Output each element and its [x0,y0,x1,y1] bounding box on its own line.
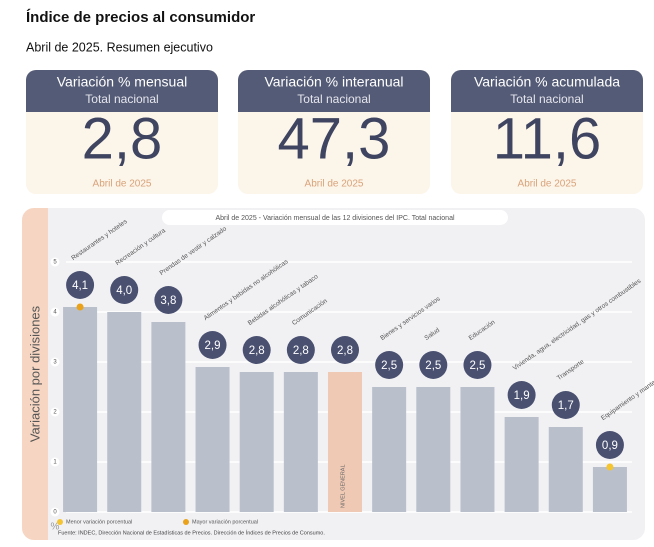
value-label: 2,8 [249,345,265,357]
value-badge [66,271,95,299]
bar [328,372,362,512]
category-label: NIVEL GENERAL [340,464,346,508]
value-label: 2,5 [469,360,485,372]
title: Índice de precios al consumidor [26,9,255,26]
min-marker [606,463,614,471]
value-label: 2,9 [205,340,221,352]
y-axis-label: Variación por divisiones [27,305,42,442]
value-badge [242,336,271,364]
card-date: Abril de 2025 [305,179,364,190]
card-header [238,70,430,112]
y-tick-label: 3 [53,360,57,366]
card-title: Variación % mensual [57,74,187,90]
bar [504,417,539,512]
bar [592,467,627,512]
card-date: Abril de 2025 [518,179,577,190]
card-value: 11,6 [493,106,602,171]
subtitle: Abril de 2025. Resumen ejecutivo [26,40,213,54]
bar [195,367,230,512]
value-badge [110,276,139,304]
value-label: 4,1 [72,280,88,292]
y-tick-label: 2 [53,410,57,416]
y-tick-label: 5 [53,260,57,266]
y-tick-dot [50,457,60,467]
value-badge [375,351,404,379]
chart-title-pill [162,210,508,225]
bar [283,372,318,512]
legend-swatch [183,519,189,525]
bar [107,312,142,512]
value-label: 2,8 [293,345,309,357]
value-badge [419,351,448,379]
bar [372,387,407,512]
bar [239,372,274,512]
max-marker [76,303,84,311]
chart-title: Abril de 2025 - Variación mensual de las… [215,215,454,222]
card-header [451,70,643,112]
value-label: 0,9 [602,440,618,452]
y-unit: % [51,522,60,533]
value-badge [331,336,359,364]
value-badge [551,391,580,419]
y-tick-dot [50,507,60,517]
source: Fuente: INDEC, Dirección Nacional de Est… [58,529,325,536]
value-label: 3,8 [160,295,176,307]
card-header [26,70,218,112]
y-tick-dot [50,307,60,317]
y-strip [22,208,48,540]
y-tick-dot [50,257,60,267]
card-subtitle: Total nacional [85,92,158,106]
bar [460,387,495,512]
card-title: Variación % acumulada [474,74,620,90]
y-tick-dot [50,407,60,417]
bar [548,427,583,512]
value-badge [507,381,536,409]
card-title: Variación % interanual [264,74,403,90]
card-subtitle: Total nacional [510,92,583,106]
value-label: 2,5 [425,360,441,372]
value-label: 1,7 [558,400,574,412]
value-badge [154,286,183,314]
y-tick-label: 4 [53,310,57,316]
value-label: 2,5 [381,360,397,372]
y-tick-dot [50,357,60,367]
bar [63,307,98,512]
y-tick-label: 0 [53,510,57,516]
value-label: 2,8 [337,345,353,357]
legend-label: Mayor variación porcentual [192,519,258,525]
bar [416,387,451,512]
card-value: 2,8 [82,106,163,171]
y-tick-label: 1 [53,460,57,466]
value-badge [198,331,227,359]
value-badge [463,351,492,379]
card-date: Abril de 2025 [93,179,152,190]
value-badge [286,336,315,364]
value-badge [595,431,624,459]
value-label: 4,0 [116,285,132,297]
bar [151,322,186,512]
card-subtitle: Total nacional [297,92,370,106]
value-label: 1,9 [514,390,530,402]
legend-swatch [57,519,63,525]
card-value: 47,3 [278,106,391,171]
legend-label: Menor variación porcentual [66,519,132,525]
